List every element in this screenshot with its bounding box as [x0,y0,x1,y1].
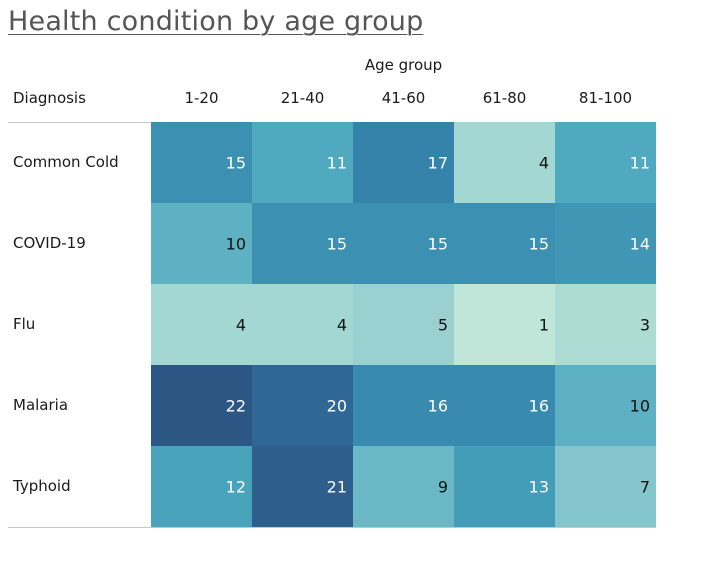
heatmap-value-label-r3-c1: 4 [236,316,246,335]
heatmap-value-label-r3-c4: 1 [539,316,549,335]
column-label-4: 61-80 [482,89,527,107]
heatmap-cell-r4-c4 [454,365,555,446]
heatmap-value-label-r1-c1: 15 [226,154,246,173]
heatmap-value-label-r1-c2: 11 [327,154,347,173]
heatmap-cell-r3-c3 [353,284,454,365]
row-label-typhoid: Typhoid [13,477,71,495]
heatmap-cell-r5-c2 [252,446,353,527]
column-group-label: Age group [364,56,443,74]
row-label-covid-19: COVID-19 [13,234,86,252]
column-label-3: 41-60 [381,89,426,107]
heatmap-value-label-r5-c3: 9 [438,478,448,497]
chart-title: Health condition by age group [8,6,424,37]
heatmap-value-label-r3-c3: 5 [438,316,448,335]
bottom-divider [8,527,656,528]
heatmap-cell-r4-c2 [252,365,353,446]
column-label-5: 81-100 [578,89,633,107]
heatmap-value-label-r1-c4: 4 [539,154,549,173]
heatmap-cell-r5-c1 [151,446,252,527]
heatmap-value-label-r4-c4: 16 [529,397,549,416]
column-label-2: 21-40 [280,89,325,107]
heatmap-value-label-r2-c1: 10 [226,235,246,254]
heatmap-cell-r3-c4 [454,284,555,365]
row-header-label: Diagnosis [13,89,86,107]
heatmap-value-label-r5-c2: 21 [327,478,347,497]
heatmap-value-label-r4-c3: 16 [428,397,448,416]
heatmap-value-label-r2-c5: 14 [630,235,650,254]
heatmap-value-label-r5-c1: 12 [226,478,246,497]
heatmap-value-label-r4-c5: 10 [630,397,650,416]
heatmap-value-label-r1-c5: 11 [630,154,650,173]
heatmap-value-label-r2-c4: 15 [529,235,549,254]
heatmap-value-label-r2-c2: 15 [327,235,347,254]
heatmap-cell-r1-c1 [151,122,252,203]
heatmap-cell-r1-c2 [252,122,353,203]
heatmap-cell-r4-c1 [151,365,252,446]
row-label-flu: Flu [13,315,36,333]
heatmap-cell-r5-c3 [353,446,454,527]
heatmap-cell-r2-c2 [252,203,353,284]
heatmap-cell-r5-c5 [555,446,656,527]
heatmap-cell-r2-c4 [454,203,555,284]
heatmap-cell-r4-c5 [555,365,656,446]
heatmap-value-label-r4-c1: 22 [226,397,246,416]
heatmap-cell-r4-c3 [353,365,454,446]
heatmap-value-label-r3-c2: 4 [337,316,347,335]
column-label-1: 1-20 [184,89,219,107]
heatmap-cell-r1-c3 [353,122,454,203]
heatmap-cell-r3-c1 [151,284,252,365]
row-label-malaria: Malaria [13,396,69,414]
heatmap-value-label-r5-c5: 7 [640,478,650,497]
row-label-common-cold: Common Cold [13,153,119,171]
heatmap-cell-r2-c5 [555,203,656,284]
heatmap-value-label-r1-c3: 17 [428,154,448,173]
heatmap-value-label-r5-c4: 13 [529,478,549,497]
heatmap-cell-r3-c2 [252,284,353,365]
heatmap-cell-r2-c1 [151,203,252,284]
heatmap-cell-r1-c4 [454,122,555,203]
heatmap-cell-r1-c5 [555,122,656,203]
heatmap-value-label-r3-c5: 3 [640,316,650,335]
heatmap-value-label-r4-c2: 20 [327,397,347,416]
heatmap-cell-r2-c3 [353,203,454,284]
heatmap-cell-r3-c5 [555,284,656,365]
heatmap-cell-r5-c4 [454,446,555,527]
heatmap-value-label-r2-c3: 15 [428,235,448,254]
